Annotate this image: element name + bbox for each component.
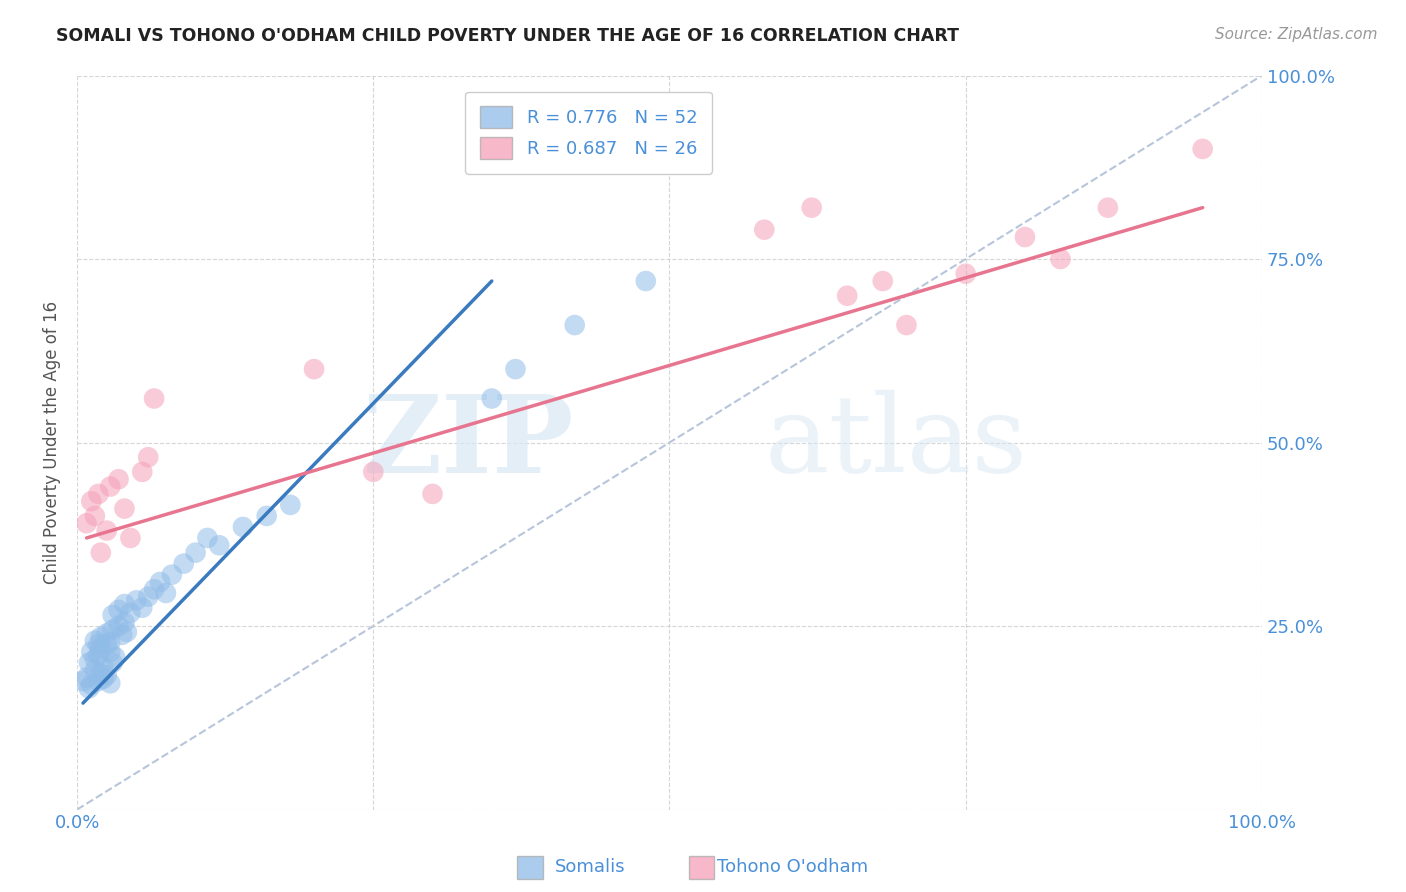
- Point: [90, 630, 112, 644]
- Point: [149, 574, 172, 589]
- Point: [155, 586, 177, 600]
- Point: [800, 201, 823, 215]
- Point: [143, 392, 166, 406]
- Point: [120, 606, 142, 620]
- Point: [96, 637, 118, 651]
- Point: [232, 520, 254, 534]
- Point: [505, 362, 527, 376]
- Point: [76, 516, 98, 531]
- Point: [76, 670, 98, 684]
- Point: [114, 501, 136, 516]
- Text: SOMALI VS TOHONO O'ODHAM CHILD POVERTY UNDER THE AGE OF 16 CORRELATION CHART: SOMALI VS TOHONO O'ODHAM CHILD POVERTY U…: [56, 27, 959, 45]
- Point: [422, 487, 444, 501]
- Point: [208, 538, 231, 552]
- Point: [90, 666, 112, 681]
- Point: [104, 649, 127, 664]
- Point: [896, 318, 918, 332]
- Point: [80, 645, 103, 659]
- Point: [98, 676, 121, 690]
- Point: [1014, 230, 1036, 244]
- Point: [87, 487, 110, 501]
- Point: [131, 465, 153, 479]
- Point: [184, 546, 207, 560]
- Point: [96, 524, 118, 538]
- Text: Tohono O'odham: Tohono O'odham: [717, 858, 868, 876]
- Point: [90, 546, 112, 560]
- Point: [564, 318, 586, 332]
- Point: [91, 672, 114, 686]
- Point: [302, 362, 325, 376]
- Point: [125, 593, 148, 607]
- Point: [101, 656, 124, 670]
- Point: [83, 663, 105, 677]
- Point: [197, 531, 219, 545]
- Point: [98, 479, 121, 493]
- Legend: R = 0.776   N = 52, R = 0.687   N = 26: R = 0.776 N = 52, R = 0.687 N = 26: [465, 92, 711, 174]
- Point: [98, 635, 121, 649]
- Point: [136, 450, 159, 465]
- Point: [872, 274, 894, 288]
- Point: [83, 508, 105, 523]
- Point: [77, 681, 100, 696]
- Point: [83, 652, 105, 666]
- Point: [363, 465, 385, 479]
- Point: [107, 619, 129, 633]
- Point: [101, 623, 124, 637]
- Point: [131, 600, 153, 615]
- Point: [754, 222, 776, 236]
- Point: [87, 637, 110, 651]
- Point: [96, 626, 118, 640]
- Text: ZIP: ZIP: [363, 390, 575, 496]
- Point: [136, 590, 159, 604]
- Point: [91, 659, 114, 673]
- Point: [115, 624, 138, 639]
- Point: [114, 597, 136, 611]
- Point: [1049, 252, 1071, 266]
- Point: [634, 274, 657, 288]
- Point: [143, 582, 166, 597]
- Point: [837, 289, 859, 303]
- Point: [256, 508, 278, 523]
- Point: [98, 645, 121, 659]
- Point: [120, 531, 142, 545]
- Point: [77, 656, 100, 670]
- Point: [114, 615, 136, 630]
- Point: [80, 494, 103, 508]
- Point: [1097, 201, 1119, 215]
- Point: [80, 678, 103, 692]
- Point: [83, 633, 105, 648]
- Point: [481, 392, 503, 406]
- Y-axis label: Child Poverty Under the Age of 16: Child Poverty Under the Age of 16: [44, 301, 60, 584]
- Point: [280, 498, 302, 512]
- Point: [111, 628, 134, 642]
- Point: [107, 472, 129, 486]
- Point: [87, 674, 110, 689]
- Text: Source: ZipAtlas.com: Source: ZipAtlas.com: [1215, 27, 1378, 42]
- Point: [72, 674, 94, 689]
- Point: [96, 668, 118, 682]
- Text: atlas: atlas: [765, 390, 1028, 495]
- Point: [87, 648, 110, 663]
- Text: Somalis: Somalis: [555, 858, 626, 876]
- Point: [160, 567, 183, 582]
- Point: [1191, 142, 1213, 156]
- Point: [101, 607, 124, 622]
- Point: [107, 603, 129, 617]
- Point: [90, 641, 112, 656]
- Point: [173, 557, 195, 571]
- Point: [955, 267, 977, 281]
